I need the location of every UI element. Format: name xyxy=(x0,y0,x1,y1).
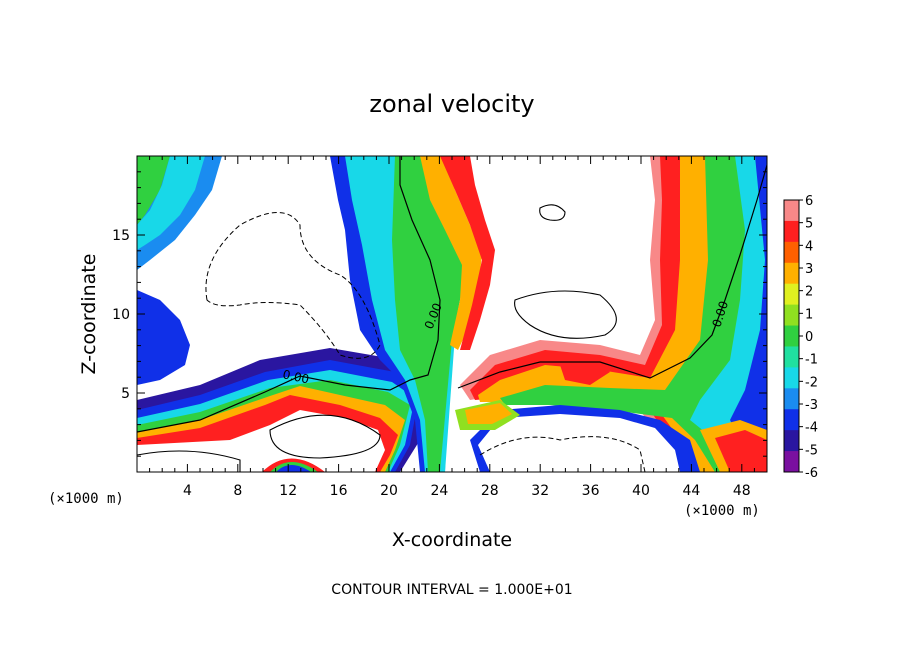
contour-line-zero xyxy=(137,156,441,433)
colorbar-tick-label: -5 xyxy=(805,443,818,458)
colorbar-tick-label: -4 xyxy=(805,421,818,436)
field-band xyxy=(137,156,205,250)
velocity-field: 0.00 0.00 0.00 xyxy=(137,156,767,472)
field-band xyxy=(392,156,465,472)
colorbar-tick-label: -6 xyxy=(805,466,818,481)
field-band xyxy=(500,156,767,472)
field-band xyxy=(420,156,482,350)
colorbar-swatch xyxy=(784,430,799,452)
z-axis-label: Z-coordinate xyxy=(78,254,100,375)
z-tick-label: 15 xyxy=(112,228,130,244)
colorbar-tick-label: 2 xyxy=(805,285,813,300)
colorbar-tick-label: -3 xyxy=(805,398,818,413)
x-tick-label: 32 xyxy=(531,483,549,499)
x-tick-label: 40 xyxy=(632,483,650,499)
colorbar-tick-label: 5 xyxy=(805,217,813,232)
field-band xyxy=(730,156,767,472)
colorbar-swatch xyxy=(784,346,799,368)
contour-interval-note: CONTOUR INTERVAL = 1.000E+01 xyxy=(331,582,572,598)
field-band xyxy=(715,430,767,472)
contour-label: 0.00 xyxy=(281,367,310,386)
colorbar-swatch xyxy=(784,241,799,264)
x-axis-unit-left: (×1000 m) xyxy=(48,491,124,507)
field-band xyxy=(137,410,385,472)
contour-line-zero xyxy=(137,450,241,472)
field-band xyxy=(440,156,495,350)
field-band xyxy=(478,414,680,472)
colorbar-swatch xyxy=(784,451,799,473)
chart-title: zonal velocity xyxy=(369,90,534,118)
colorbar-tick-label: -2 xyxy=(805,375,818,390)
x-tick-label: 12 xyxy=(279,483,297,499)
x-tick-label: 48 xyxy=(733,483,751,499)
contour-line-negative xyxy=(205,212,381,359)
field-band xyxy=(560,358,610,385)
x-tick-label: 24 xyxy=(430,483,448,499)
colorbar-tick-label: 0 xyxy=(805,330,813,345)
x-tick-label: 36 xyxy=(582,483,600,499)
x-tick-label: 20 xyxy=(380,483,398,499)
field-band xyxy=(137,290,190,385)
x-tick-label: 28 xyxy=(481,483,499,499)
colorbar-swatch xyxy=(784,388,799,410)
field-band xyxy=(465,403,512,424)
field-band xyxy=(137,156,170,225)
contour-line-zero xyxy=(539,204,566,221)
z-tick-label: 10 xyxy=(112,307,130,323)
colorbar: 6 5 4 3 2 1 0 -1 -2 -3 -4 -5 -6 xyxy=(783,194,818,481)
colorbar-swatch xyxy=(784,220,799,243)
colorbar-swatch xyxy=(784,283,799,306)
z-tick-label: 5 xyxy=(121,386,130,402)
x-tick-label: 44 xyxy=(682,483,700,499)
colorbar-tick-label: 1 xyxy=(805,307,813,322)
colorbar-swatch xyxy=(784,367,799,389)
contour-line-zero xyxy=(269,414,381,459)
colorbar-swatch xyxy=(784,262,799,285)
contour-line-negative xyxy=(479,436,646,472)
colorbar-swatch xyxy=(784,304,799,327)
colorbar-tick-label: -1 xyxy=(805,353,818,368)
colorbar-tick-label: 6 xyxy=(805,194,813,209)
x-axis-unit-right: (×1000 m) xyxy=(684,503,760,519)
colorbar-swatch xyxy=(784,409,799,431)
x-axis: 4 8 12 16 20 24 28 32 36 40 44 48 xyxy=(149,156,755,499)
x-axis-label: X-coordinate xyxy=(392,529,512,551)
colorbar-tick-label: 3 xyxy=(805,262,813,277)
colorbar-swatch xyxy=(784,325,799,347)
x-tick-label: 4 xyxy=(183,483,192,499)
x-tick-label: 8 xyxy=(233,483,242,499)
colorbar-swatch xyxy=(784,200,799,222)
x-tick-label: 16 xyxy=(330,483,348,499)
field-band xyxy=(276,465,311,472)
contour-line-zero xyxy=(457,164,767,389)
z-axis: 5 10 15 xyxy=(112,171,767,457)
colorbar-tick-label: 4 xyxy=(805,239,813,254)
contour-line-zero xyxy=(514,290,617,339)
